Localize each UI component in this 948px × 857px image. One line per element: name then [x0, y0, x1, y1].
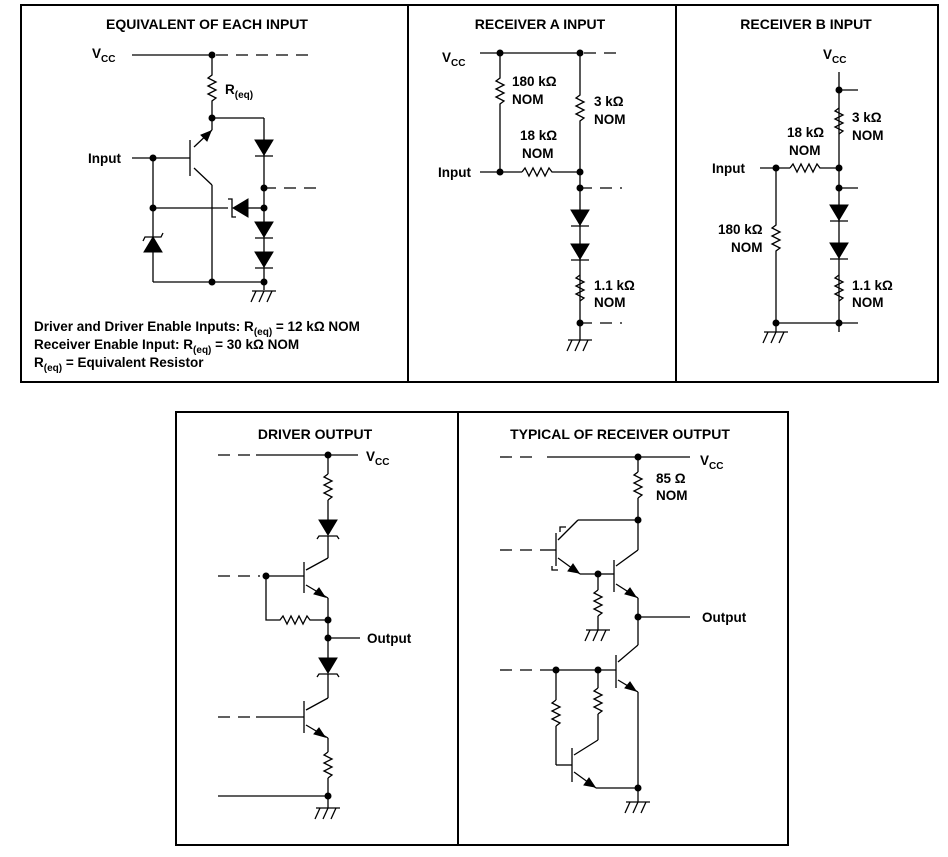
req-label: R(eq) — [225, 82, 253, 101]
panel-title: TYPICAL OF RECEIVER OUTPUT — [510, 426, 730, 442]
req-resistor — [206, 55, 218, 118]
note-driver-inputs: Driver and Driver Enable Inputs: R(eq) =… — [34, 319, 360, 338]
input-label: Input — [438, 165, 471, 180]
resistor-middle — [592, 687, 604, 715]
zener-side — [232, 198, 249, 218]
diode-1 — [829, 204, 849, 221]
r3-label: 3 kΩ — [852, 110, 882, 125]
resistor-left — [550, 699, 562, 727]
resistor-18k — [789, 162, 839, 174]
panel-title: RECEIVER A INPUT — [475, 16, 606, 32]
resistor-3k — [833, 107, 845, 135]
r3-nom: NOM — [852, 128, 884, 143]
resistor-180k — [770, 168, 782, 332]
vcc-label: VCC — [92, 46, 115, 65]
resistor-85 — [632, 471, 644, 499]
diode-bottom — [318, 657, 338, 674]
resistor-180k — [494, 53, 506, 172]
note-req-definition: R(eq) = Equivalent Resistor — [34, 355, 204, 374]
panel-receiver-a-input: RECEIVER A INPUT VCC 180 kΩ NOM 3 kΩ NOM… — [438, 16, 635, 352]
diode-1 — [254, 139, 274, 156]
resistor-bottom — [322, 751, 334, 779]
r18-nom: NOM — [789, 143, 821, 158]
r180-label: 180 kΩ — [718, 222, 763, 237]
r18-label: 18 kΩ — [520, 128, 557, 143]
output-label: Output — [367, 631, 412, 646]
r18-label: 18 kΩ — [787, 125, 824, 140]
diode-2 — [570, 243, 590, 260]
r1-1-nom: NOM — [594, 295, 626, 310]
zener-diode — [143, 236, 163, 253]
r18-nom: NOM — [522, 146, 554, 161]
diode-2 — [254, 221, 274, 238]
diode-top — [318, 519, 338, 536]
panel-title: DRIVER OUTPUT — [258, 426, 373, 442]
r1-1-label: 1.1 kΩ — [852, 278, 893, 293]
r85-label: 85 Ω — [656, 471, 686, 486]
panel-receiver-output: TYPICAL OF RECEIVER OUTPUT VCC 85 Ω NOM — [500, 426, 747, 814]
r3-label: 3 kΩ — [594, 94, 624, 109]
diode-1 — [570, 209, 590, 226]
panel-title: RECEIVER B INPUT — [740, 16, 872, 32]
vcc-label: VCC — [700, 453, 723, 472]
vcc-label: VCC — [823, 47, 846, 66]
emitter-arrow — [200, 130, 212, 142]
panel-driver-output: DRIVER OUTPUT VCC Output — [218, 426, 412, 820]
panel-equivalent-input: EQUIVALENT OF EACH INPUT VCC R(eq) Input — [34, 16, 360, 374]
diode-3 — [254, 251, 274, 268]
panel-receiver-b-input: RECEIVER B INPUT VCC 3 kΩ NOM Input 18 k… — [712, 16, 893, 344]
top-panels-frame — [20, 4, 939, 383]
bottom-panels-frame — [175, 411, 789, 846]
r180-nom: NOM — [512, 92, 544, 107]
vcc-label: VCC — [442, 50, 465, 69]
resistor-base — [265, 576, 328, 626]
resistor-top — [322, 473, 334, 501]
resistor-1-1k — [833, 274, 845, 302]
vcc-label: VCC — [366, 449, 389, 468]
input-label: Input — [712, 161, 745, 176]
resistor-18k — [521, 166, 580, 178]
diode-2 — [829, 242, 849, 259]
resistor-3k — [574, 53, 586, 172]
note-receiver-enable: Receiver Enable Input: R(eq) = 30 kΩ NOM — [34, 337, 299, 356]
r1-1-label: 1.1 kΩ — [594, 278, 635, 293]
r1-1-nom: NOM — [852, 295, 884, 310]
r180-label: 180 kΩ — [512, 74, 557, 89]
r85-nom: NOM — [656, 488, 688, 503]
output-label: Output — [702, 610, 747, 625]
panel-title: EQUIVALENT OF EACH INPUT — [106, 16, 308, 32]
resistor-q1-emitter — [592, 589, 604, 617]
resistor-1-1k — [574, 274, 586, 302]
input-label: Input — [88, 151, 121, 166]
r180-nom: NOM — [731, 240, 763, 255]
r3-nom: NOM — [594, 112, 626, 127]
